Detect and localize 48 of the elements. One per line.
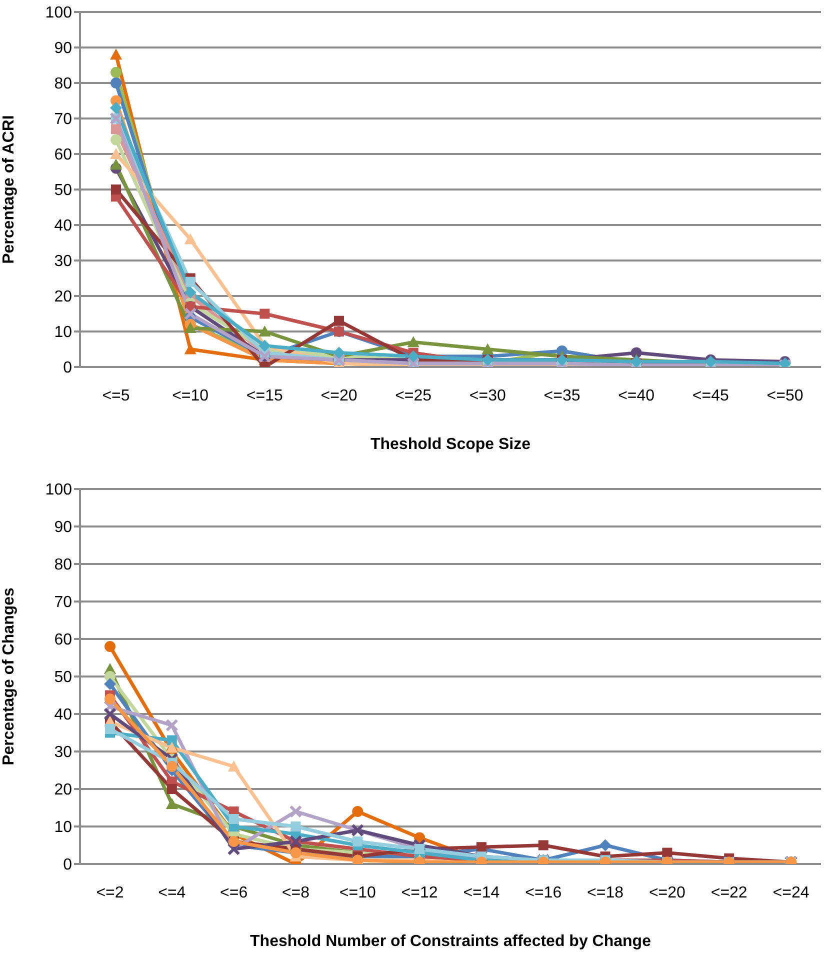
x-tick-label: <=20 [320,387,358,404]
y-tick-label: 90 [54,40,72,58]
y-tick-label: 30 [54,253,72,270]
y-tick-label: 80 [54,556,72,574]
y-tick-label: 50 [54,669,72,686]
x-axis-title: Theshold Number of Constraints affected by Change [250,933,652,950]
x-tick-label: <=8 [282,884,310,902]
x-tick-label: <=2 [96,884,124,902]
x-tick-label: <=30 [469,387,506,404]
y-tick-label: 10 [54,324,72,342]
y-tick-label: 70 [54,111,72,128]
y-tick-label: 10 [54,819,72,836]
y-tick-label: 50 [54,182,72,200]
y-tick-label: 60 [54,146,72,164]
x-tick-label: <=10 [172,387,209,404]
x-tick-label: <=25 [395,387,432,404]
y-tick-label: 80 [54,76,72,93]
y-tick-label: 90 [54,519,72,536]
y-tick-label: 20 [54,288,72,306]
x-tick-label: <=15 [246,387,284,404]
y-tick-label: 0 [63,856,72,874]
y-tick-label: 0 [63,360,72,377]
x-tick-label: <=14 [463,884,500,902]
y-tick-label: 40 [54,218,72,235]
x-tick-label: <=4 [158,884,186,902]
x-tick-label: <=12 [401,884,438,902]
y-tick-label: 60 [54,632,72,649]
x-tick-label: <=20 [648,884,686,902]
x-tick-label: <=5 [102,387,130,404]
y-tick-label: 40 [54,706,72,724]
y-tick-label: 100 [45,4,72,22]
x-axis-title: Theshold Scope Size [370,436,531,453]
x-tick-label: <=35 [544,387,580,404]
y-axis-title: Percentage of ACRI [0,115,18,264]
x-tick-label: <=18 [587,884,624,902]
x-tick-label: <=22 [710,884,748,902]
y-tick-label: 70 [54,594,72,612]
y-tick-label: 20 [54,782,72,799]
y-tick-label: 30 [54,744,72,762]
x-tick-label: <=24 [772,884,810,902]
x-tick-label: <=45 [692,387,730,404]
x-tick-label: <=16 [525,884,562,902]
x-tick-label: <=6 [220,884,248,902]
x-tick-label: <=10 [339,884,376,902]
y-tick-label: 100 [45,482,72,499]
y-axis-title: Percentage of Changes [0,587,18,766]
x-tick-label: <=50 [766,387,804,404]
x-tick-label: <=40 [618,387,655,404]
